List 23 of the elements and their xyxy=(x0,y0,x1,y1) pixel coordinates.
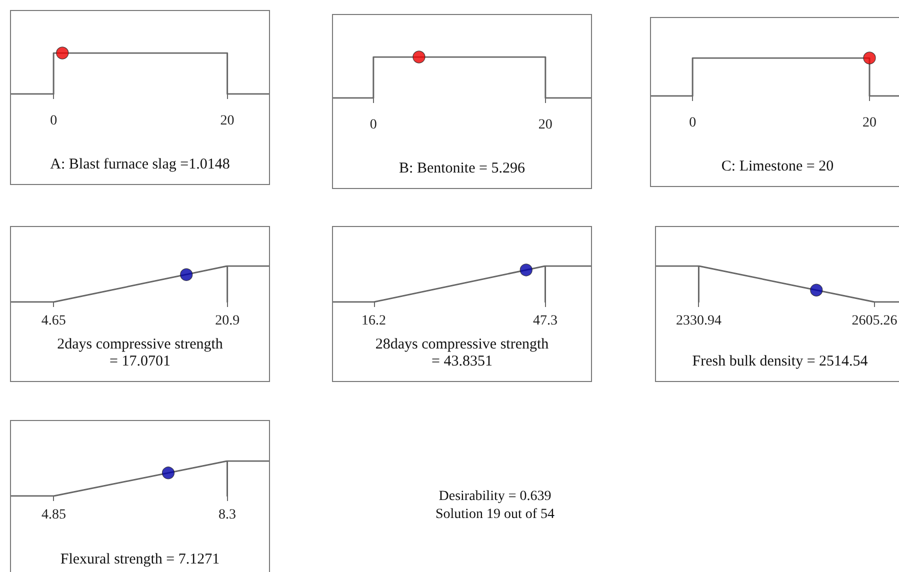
x-tick-label: 8.3 xyxy=(218,508,236,522)
text: Solution 19 out of 54 xyxy=(434,506,556,524)
x-axis-title: C: Limestone = 20 xyxy=(721,158,834,174)
x-tick-label: 4.85 xyxy=(42,508,66,522)
x-tick-label: 0 xyxy=(689,116,696,130)
x-axis-title: 2days compressive strength = 17.0701 xyxy=(57,336,224,370)
x-tick-label: 0 xyxy=(370,118,377,132)
x-tick-label: 0 xyxy=(50,114,58,128)
x-axis-title: A: Blast furnace slag =1.0148 xyxy=(50,156,230,172)
text: Desirability = 0.639 xyxy=(438,488,552,506)
x-tick-label: 4.65 xyxy=(41,314,66,328)
x-tick-label: 20.9 xyxy=(215,314,240,328)
x-tick-label: 20 xyxy=(862,116,876,130)
x-axis-title: Fresh bulk density = 2514.54 xyxy=(692,354,868,370)
x-tick-label: 16.2 xyxy=(362,314,386,328)
x-tick-label: 2605.26 xyxy=(852,314,898,328)
x-tick-label: 2330.94 xyxy=(676,314,722,328)
x-tick-label: 20 xyxy=(538,118,552,132)
x-axis-title: Flexural strength = 7.1271 xyxy=(60,552,220,568)
x-axis-title: B: Bentonite = 5.296 xyxy=(399,160,526,176)
x-tick-label: 47.3 xyxy=(532,314,558,328)
x-axis-title: 28days compressive strength = 43.8351 xyxy=(375,336,550,370)
x-tick-label: 20 xyxy=(220,114,234,128)
